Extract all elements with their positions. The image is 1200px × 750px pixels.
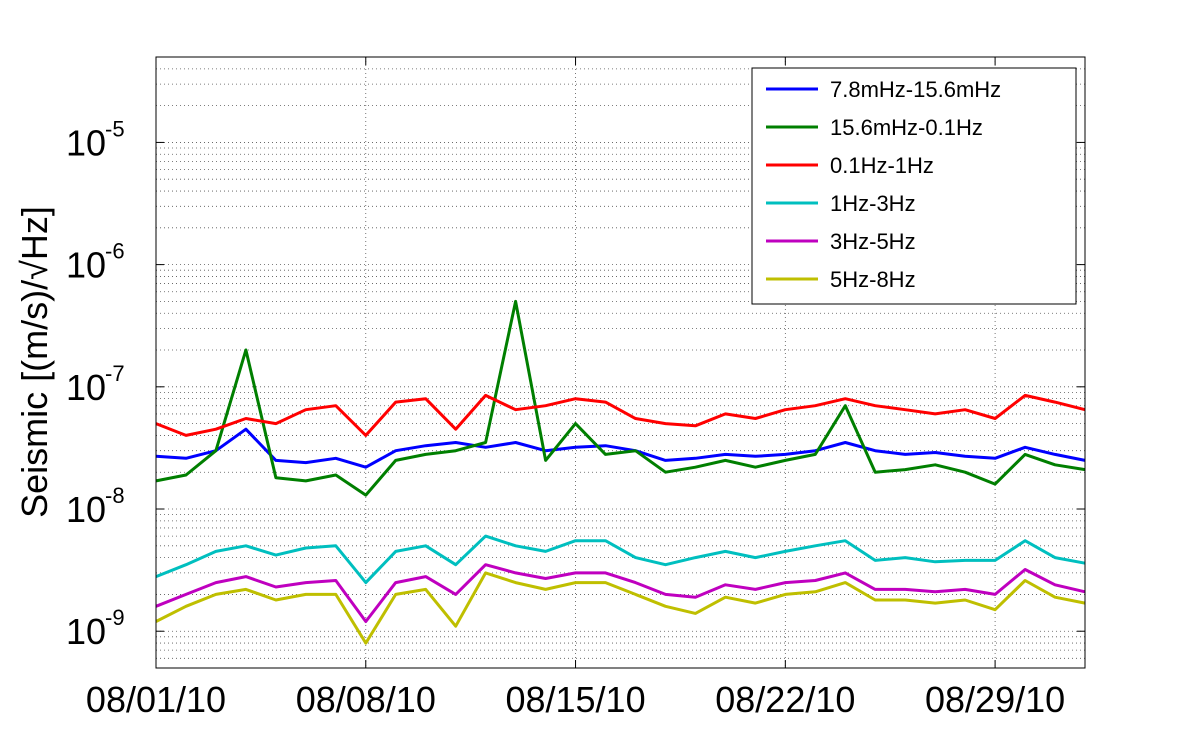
series-line-1 xyxy=(155,427,1086,469)
y-tick-exponent: -9 xyxy=(105,605,125,630)
y-tick-label: 10 xyxy=(66,611,106,652)
legend-label: 1Hz-3Hz xyxy=(830,191,916,216)
x-tick-label: 08/29/10 xyxy=(925,679,1065,720)
y-tick-label: 10 xyxy=(66,122,106,163)
legend-label: 5Hz-8Hz xyxy=(830,267,916,292)
x-axis-ticks: 08/01/10 08/08/10 08/15/10 08/22/10 08/29/10 xyxy=(86,57,1065,720)
series-line-5 xyxy=(155,563,1086,623)
y-tick-label: 10 xyxy=(66,367,106,408)
legend-label: 7.8mHz-15.6mHz xyxy=(830,77,1001,102)
y-tick-exponent: -6 xyxy=(105,239,125,264)
grid xyxy=(155,56,1085,669)
legend-box xyxy=(751,67,1077,305)
y-axis-label: Seismic [(m/s)/√Hz] xyxy=(14,206,55,518)
y-tick-exponent: -5 xyxy=(105,116,125,141)
y-tick-label: 10 xyxy=(66,489,106,530)
x-tick-label: 08/01/10 xyxy=(86,679,226,720)
y-axis-ticks: 10-910-810-710-610-5 xyxy=(66,116,1085,652)
series-line-6 xyxy=(155,571,1086,645)
x-tick-label: 08/08/10 xyxy=(296,679,436,720)
y-tick-exponent: -8 xyxy=(105,483,125,508)
legend-label: 3Hz-5Hz xyxy=(830,229,916,254)
y-tick-label: 10 xyxy=(66,245,106,286)
series-line-4 xyxy=(155,534,1086,585)
series-line-3 xyxy=(155,393,1086,437)
legend: 7.8mHz-15.6mHz 15.6mHz-0.1Hz 0.1Hz-1Hz 1Hz-… xyxy=(751,67,1077,305)
y-tick-exponent: -7 xyxy=(105,361,125,386)
series-line-2 xyxy=(155,299,1086,497)
legend-label: 15.6mHz-0.1Hz xyxy=(830,115,983,140)
series-lines xyxy=(155,299,1086,645)
plot-frame xyxy=(155,56,1086,669)
legend-label: 0.1Hz-1Hz xyxy=(830,153,934,178)
x-tick-label: 08/22/10 xyxy=(715,679,855,720)
x-tick-label: 08/15/10 xyxy=(505,679,645,720)
